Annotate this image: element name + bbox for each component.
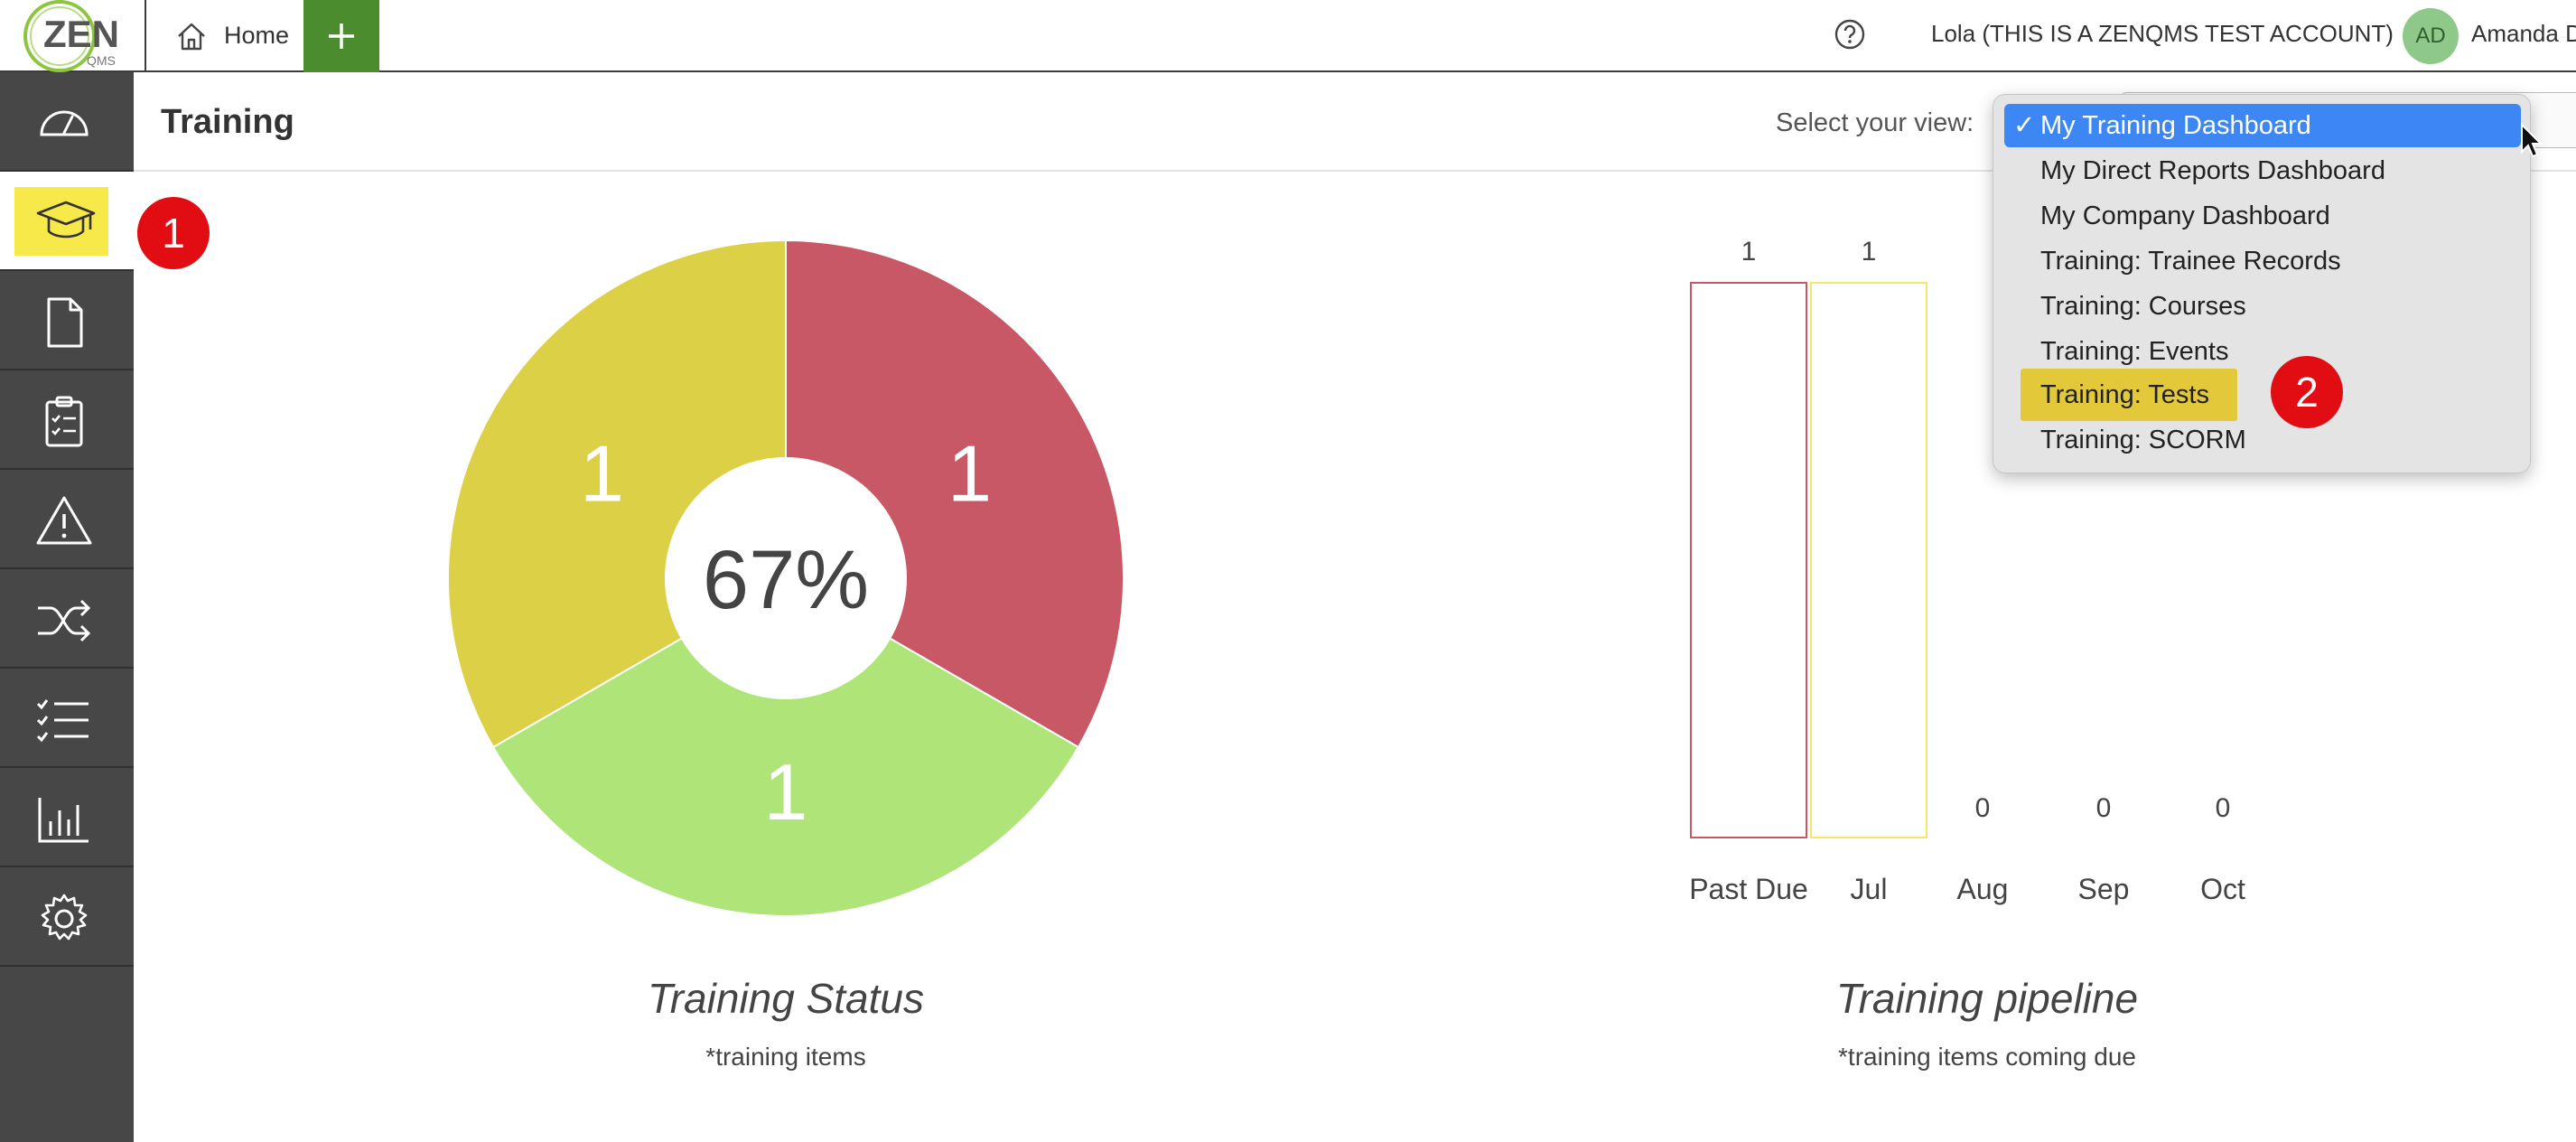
logo-text: ZEN [43,13,119,55]
plus-icon [329,23,354,49]
user-name[interactable]: Amanda D [2471,20,2576,47]
bar-value-label: 0 [1974,793,1991,823]
option-trainee-records[interactable]: Training: Trainee Records [2004,239,2521,283]
bar-category-label: Aug [1956,873,2009,905]
pie-slice-1[interactable] [491,576,1080,917]
option-label: My Training Dashboard [2040,111,2311,140]
sidebar-item-dashboard[interactable] [0,72,134,172]
option-my-training-dashboard[interactable]: ✓ My Training Dashboard [2004,104,2521,147]
view-dropdown-menu: ✓ My Training Dashboard My Direct Report… [1993,94,2531,473]
home-icon [178,23,205,51]
sidebar-item-audits[interactable] [0,370,134,470]
zenqms-logo[interactable]: ZEN QMS [0,0,146,72]
training-status-subtitle: *training items [705,1043,866,1071]
option-label: Training: SCORM [2040,426,2246,454]
option-label: My Direct Reports Dashboard [2040,156,2385,185]
check-icon: ✓ [2013,111,2036,140]
bar-jul[interactable] [1810,282,1927,838]
clipboard-checklist-icon [45,396,83,447]
avatar[interactable]: AD [2403,8,2459,64]
bar-category-label: Past Due [1689,873,1808,905]
logo-subtext: QMS [87,53,116,68]
sidebar-item-reports[interactable] [0,768,134,867]
bar-category-label: Sep [2077,873,2130,905]
account-name[interactable]: Lola (THIS IS A ZENQMS TEST ACCOUNT) [1931,20,2394,47]
bar-value-label: 0 [2095,793,2112,823]
bar-category-label: Jul [1850,873,1888,905]
pie-slice-label-2: 1 [580,429,624,519]
option-courses[interactable]: Training: Courses [2004,285,2521,328]
option-label: Training: Trainee Records [2040,247,2341,276]
dashboard-gauge-icon [40,110,89,136]
option-scorm[interactable]: Training: SCORM [2004,418,2521,462]
tab-home[interactable]: Home [146,0,303,72]
training-status-title: Training Status [648,975,924,1022]
sidebar-item-changes[interactable] [0,569,134,669]
shuffle-icon [38,599,91,642]
page-title: Training [161,103,294,141]
option-tests[interactable]: Training: Tests [2004,373,2521,417]
mouse-cursor-icon [2521,123,2543,158]
bar-value-label: 1 [1861,237,1877,267]
checklist-icon [36,699,89,743]
graduation-cap-icon [36,201,96,239]
document-icon [47,297,83,348]
sidebar-item-documents[interactable] [0,271,134,370]
option-label: Training: Courses [2040,292,2246,321]
bar-value-label: 0 [2215,793,2231,823]
step-badge-2: 2 [2271,356,2343,428]
option-my-direct-reports-dashboard[interactable]: My Direct Reports Dashboard [2004,149,2521,192]
training-status-chart: 1 1 1 [447,239,1125,917]
bar-chart-icon [38,798,89,843]
step-badge-1: 1 [137,197,210,269]
help-icon[interactable] [1834,18,1866,51]
bar-category-label: Oct [2200,873,2245,905]
bar-past-due[interactable] [1690,282,1807,838]
donut-center-label: 67% [702,534,870,626]
sidebar-item-tasks[interactable] [0,669,134,768]
option-events[interactable]: Training: Events [2004,330,2521,373]
view-select-label: Select your view: [1776,108,1974,137]
donut-hole [665,457,907,699]
sidebar-item-settings[interactable] [0,867,134,967]
gear-icon [41,894,88,941]
training-pipeline-title: Training pipeline [1835,975,2139,1022]
pie-slice-label-1: 1 [764,747,808,837]
pie-slice-label-0: 1 [947,429,992,519]
option-label: Training: Events [2040,337,2229,366]
sidebar-item-training[interactable] [0,172,134,271]
sidebar [0,72,134,1142]
warning-icon [36,496,92,545]
option-my-company-dashboard[interactable]: My Company Dashboard [2004,194,2521,238]
option-label: My Company Dashboard [2040,201,2330,230]
option-highlight [2021,369,2237,421]
add-tab-button[interactable] [303,0,379,72]
bar-value-label: 1 [1741,237,1757,267]
top-bar: ZEN QMS Home Lola (THIS IS A ZENQMS TEST… [0,0,2576,72]
option-label: Training: Tests [2040,380,2209,409]
tab-home-label: Home [224,22,290,49]
training-pipeline-subtitle: *training items coming due [1838,1043,2136,1071]
sidebar-item-issues[interactable] [0,470,134,569]
